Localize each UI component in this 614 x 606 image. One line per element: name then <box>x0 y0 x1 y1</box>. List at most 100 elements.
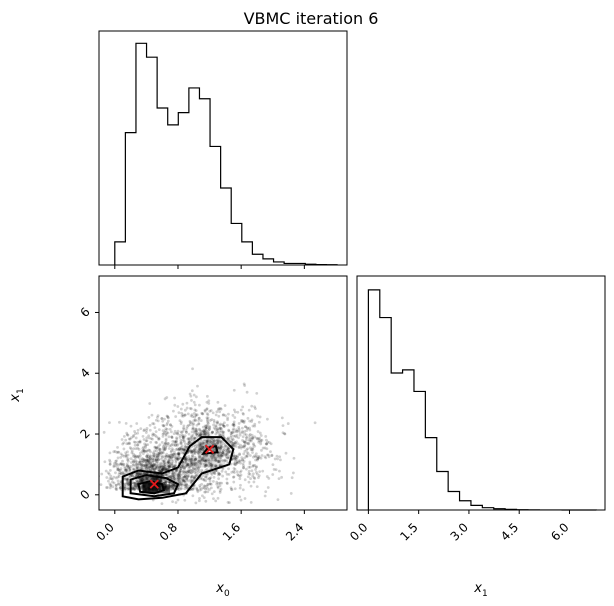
scatter-point <box>246 447 250 451</box>
scatter-point <box>212 454 216 458</box>
scatter-point <box>166 461 169 465</box>
scatter-point <box>166 419 170 423</box>
scatter-point <box>179 487 183 491</box>
scatter-point <box>204 429 207 432</box>
scatter-point <box>235 461 239 465</box>
scatter-point <box>209 465 213 468</box>
scatter-point <box>226 445 230 449</box>
scatter-point <box>192 393 196 397</box>
scatter-point <box>251 446 255 450</box>
scatter-point <box>194 464 198 468</box>
scatter-point <box>235 470 239 474</box>
scatter-point <box>214 465 218 469</box>
scatter-point <box>134 485 138 489</box>
scatter-point <box>151 459 155 462</box>
scatter-point <box>190 463 193 467</box>
scatter-point <box>145 477 148 481</box>
scatter-point <box>203 432 207 436</box>
scatter-point <box>243 443 247 447</box>
scatter-point <box>224 444 228 448</box>
scatter-point <box>183 474 187 477</box>
scatter-point <box>154 477 158 481</box>
scatter-point <box>165 479 168 483</box>
scatter-point <box>194 501 198 505</box>
scatter-point <box>246 416 250 420</box>
scatter-point <box>193 448 197 452</box>
scatter-point <box>277 477 281 481</box>
scatter-point <box>195 429 198 433</box>
scatter-point <box>190 458 194 461</box>
scatter-point <box>187 442 190 446</box>
scatter-point <box>125 486 129 489</box>
scatter-point <box>147 465 151 469</box>
scatter-point <box>125 481 129 485</box>
scatter-point <box>276 457 280 461</box>
scatter-point <box>187 474 191 478</box>
scatter-point <box>129 457 133 461</box>
scatter-point <box>255 485 259 489</box>
scatter-point <box>174 473 178 477</box>
scatter-point <box>160 451 164 455</box>
scatter-point <box>139 463 143 467</box>
scatter-point <box>148 454 152 458</box>
scatter-point <box>146 459 150 463</box>
scatter-point <box>243 384 247 387</box>
scatter-point <box>165 444 169 447</box>
scatter-point <box>161 466 165 470</box>
scatter-point <box>141 478 144 482</box>
scatter-point <box>244 433 248 437</box>
scatter-point <box>173 483 177 487</box>
scatter-point <box>156 477 160 481</box>
scatter-point <box>134 432 137 436</box>
scatter-point <box>131 463 135 467</box>
scatter-point <box>213 427 217 431</box>
scatter-point <box>203 484 207 488</box>
scatter-point <box>209 455 213 459</box>
scatter-point <box>255 455 259 458</box>
scatter-point <box>171 487 175 491</box>
density-cell-4 <box>185 459 226 468</box>
scatter-point <box>131 467 135 471</box>
scatter-point <box>134 464 137 468</box>
scatter-point <box>181 475 185 479</box>
scatter-point <box>208 479 212 483</box>
scatter-point <box>188 478 192 482</box>
scatter-point <box>112 450 116 454</box>
mode-markers <box>149 444 215 489</box>
scatter-point <box>187 439 191 443</box>
scatter-point <box>116 475 120 479</box>
scatter-point <box>232 441 236 445</box>
scatter-point <box>179 486 183 490</box>
scatter-point <box>243 440 246 444</box>
scatter-point <box>190 399 193 402</box>
scatter-point <box>204 459 208 463</box>
scatter-point <box>119 455 123 459</box>
scatter-point <box>153 478 157 481</box>
scatter-point <box>249 484 253 488</box>
scatter-point <box>258 436 261 440</box>
scatter-point <box>202 456 206 460</box>
scatter-point <box>204 464 208 467</box>
scatter-point <box>241 411 245 415</box>
scatter-point <box>135 480 139 484</box>
scatter-point <box>204 429 208 433</box>
scatter-point <box>135 479 139 483</box>
scatter-point <box>133 455 137 459</box>
scatter-point <box>136 455 139 459</box>
scatter-point <box>158 478 162 482</box>
scatter-point <box>185 457 189 461</box>
scatter-point <box>247 408 251 412</box>
scatter-point <box>244 441 247 444</box>
scatter-point <box>111 485 115 489</box>
scatter-point <box>200 494 204 498</box>
scatter-point <box>241 419 244 423</box>
scatter-point <box>168 427 172 431</box>
scatter-point <box>149 455 152 458</box>
scatter-point <box>283 432 286 436</box>
scatter-point <box>169 456 173 459</box>
scatter-point <box>276 498 280 502</box>
scatter-point <box>120 438 124 441</box>
scatter-point <box>119 462 123 466</box>
scatter-point <box>156 465 159 469</box>
scatter-point <box>237 474 240 477</box>
